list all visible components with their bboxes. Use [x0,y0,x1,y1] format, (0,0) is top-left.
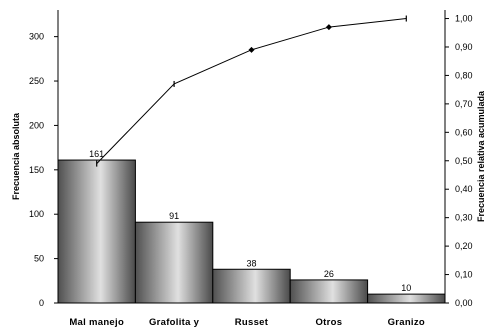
bar [289,279,369,304]
y-axis-title: Frecuencia absoluta [11,112,21,200]
right-tick-label: 0,00 [455,298,473,308]
right-tick-label: 0,70 [455,99,473,109]
left-tick-label: 0 [39,298,44,308]
right-tick-label: 0,50 [455,156,473,166]
bars [57,159,446,304]
right-tick-label: 0,80 [455,70,473,80]
category-label: Grafolita y [149,317,200,327]
right-tick-label: 0,20 [455,241,473,251]
bar [367,293,446,304]
cumulative-line [96,15,407,167]
cumulative-line-path [96,18,407,164]
right-tick-label: 1,00 [455,14,473,24]
category-label: Granizo [388,317,425,327]
cumulative-point [248,46,255,53]
cumulative-point [325,24,332,31]
bar [57,159,136,304]
right-tick-label: 0,10 [455,270,473,280]
bar-value-label: 91 [169,211,179,221]
right-tick-label: 0,90 [455,42,473,52]
right-tick-label: 0,60 [455,127,473,137]
right-tick-label: 0,40 [455,184,473,194]
left-tick-label: 100 [29,209,44,219]
bar-value-label: 38 [246,258,256,268]
category-label: Russet [235,317,269,327]
bar-value-label: 26 [324,269,334,279]
bar [212,268,291,304]
axes: 0 50 100 150 200 250 300 0,00 0,10 0,20 0,30 0,40 0,… [11,10,486,308]
y2-axis-title: Frecuencia relativa acumulada [476,90,486,222]
bar-value-label: 161 [89,149,104,159]
right-tick-label: 0,30 [455,213,473,223]
labels: 161 91 38 26 10 Mal manejo Grafolita y Russet Ot… [69,149,425,327]
category-label: Mal manejo [69,317,124,327]
left-tick-label: 250 [29,76,44,86]
bar-value-label: 10 [401,283,411,293]
left-tick-label: 300 [29,32,44,42]
left-tick-label: 150 [29,165,44,175]
left-tick-label: 200 [29,120,44,130]
bar [134,221,214,304]
category-label: Otros [315,317,342,327]
left-tick-label: 50 [34,254,44,264]
